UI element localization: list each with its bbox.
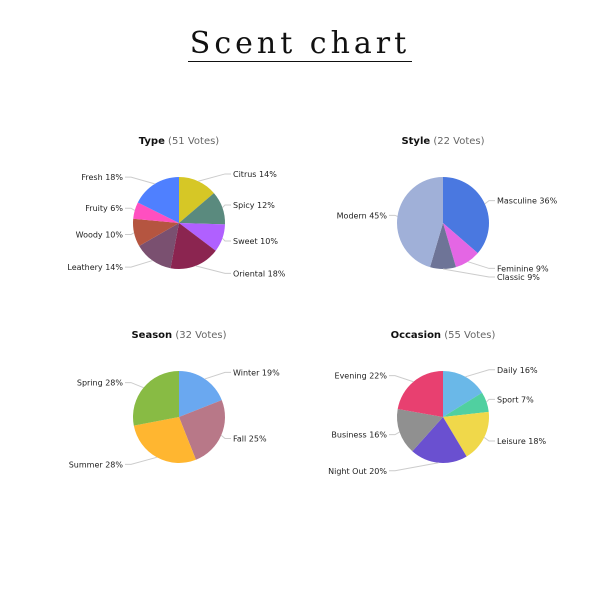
slice-label: Evening 22%: [335, 372, 388, 381]
pie-slice[interactable]: [397, 371, 443, 417]
pie-slice[interactable]: [396, 177, 443, 268]
leader-line: [222, 237, 231, 242]
slice-label: Sport 7%: [497, 395, 534, 404]
pie-slice[interactable]: [133, 218, 179, 246]
slice-label: Citrus 14%: [233, 170, 277, 179]
pie-slice[interactable]: [412, 417, 467, 464]
leader-line: [204, 371, 231, 380]
leader-line: [125, 260, 153, 268]
pie-style: Style (22 Votes) Masculine 36% Feminine 9%…: [337, 136, 558, 282]
slice-label: Fruity 6%: [85, 204, 123, 213]
pie-slice[interactable]: [179, 400, 225, 460]
pie-slice[interactable]: [133, 417, 196, 463]
leader-line: [125, 382, 144, 389]
leader-line: [389, 462, 439, 472]
pie-slice[interactable]: [443, 223, 478, 268]
slice-label: Leathery 14%: [67, 263, 123, 272]
slice-label: Night Out 20%: [328, 467, 387, 476]
pie-slice[interactable]: [139, 223, 179, 269]
slice-label: Woody 10%: [76, 231, 124, 240]
slice-label: Business 16%: [331, 431, 387, 440]
slice-label: Sweet 10%: [233, 237, 278, 246]
pie-slice[interactable]: [179, 371, 222, 417]
leader-line: [125, 456, 157, 465]
pie-slice[interactable]: [179, 223, 225, 251]
pie-slice[interactable]: [443, 177, 490, 254]
pie-slice[interactable]: [179, 177, 214, 223]
pie-season: Season (32 Votes) Winter 19% Fall 25% Summe…: [69, 330, 280, 469]
slice-label: Daily 16%: [497, 366, 538, 375]
chart-title: Type (51 Votes): [139, 136, 220, 147]
slice-label: Feminine 9%: [497, 264, 549, 273]
leader-line: [125, 232, 135, 236]
pie-occasion: Occasion (55 Votes) Daily 16% Sport 7% Leis…: [328, 330, 546, 476]
leader-line: [389, 375, 414, 383]
slice-label: Fall 25%: [233, 434, 267, 443]
leader-line: [125, 207, 136, 211]
leader-line: [483, 437, 495, 442]
leader-line: [195, 265, 231, 274]
chart-title: Style (22 Votes): [401, 136, 484, 147]
slice-label: Spicy 12%: [233, 201, 275, 210]
slice-label: Leisure 18%: [497, 437, 546, 446]
leader-line: [484, 200, 495, 205]
slice-label: Modern 45%: [337, 211, 388, 220]
chart-title: Occasion (55 Votes): [391, 330, 496, 341]
pie-type: Type (51 Votes) Citrus 14% Spicy 12% Sweet …: [67, 136, 285, 278]
title-text: Scent chart: [187, 26, 413, 62]
leader-line: [389, 214, 398, 217]
pie-slice[interactable]: [397, 409, 443, 452]
pie-slice[interactable]: [137, 177, 179, 223]
pie-slice[interactable]: [170, 223, 216, 269]
page-title: Scent chart: [0, 26, 600, 62]
pie-slice[interactable]: [443, 392, 489, 417]
slice-label: Spring 28%: [77, 379, 124, 388]
leader-line: [222, 204, 231, 209]
pie-slice[interactable]: [133, 202, 179, 223]
leader-line: [125, 176, 155, 185]
slice-label: Classic 9%: [497, 273, 540, 282]
slice-label: Masculine 36%: [497, 197, 558, 206]
leader-line: [442, 268, 495, 278]
leader-line: [198, 173, 231, 182]
slice-label: Summer 28%: [69, 460, 124, 469]
leader-line: [220, 434, 231, 439]
slice-label: Fresh 18%: [81, 173, 123, 182]
pie-slice[interactable]: [133, 371, 179, 426]
slice-label: Winter 19%: [233, 368, 280, 377]
leader-line: [465, 369, 495, 378]
pie-slice[interactable]: [443, 371, 483, 417]
pie-slice[interactable]: [430, 223, 456, 270]
leader-line: [389, 431, 400, 436]
pie-slice[interactable]: [179, 193, 225, 225]
leader-line: [486, 398, 495, 403]
chart-title: Season (32 Votes): [131, 330, 226, 341]
leader-line: [467, 261, 495, 269]
slice-label: Oriental 18%: [233, 269, 286, 278]
pie-slice[interactable]: [443, 411, 490, 457]
